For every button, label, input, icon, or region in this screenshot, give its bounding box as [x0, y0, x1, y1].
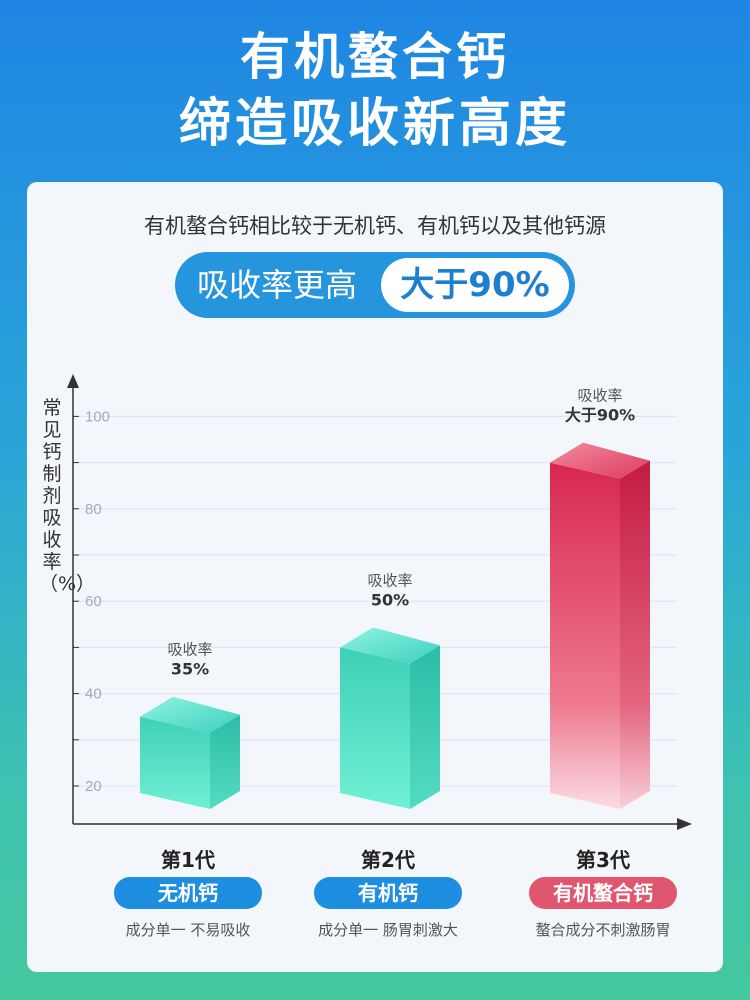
bar-side-face [410, 645, 440, 809]
y-axis-label: 常见钙制剂吸收率（%） [39, 397, 96, 595]
pill-value: 大于90% [381, 258, 569, 312]
data-label-value: 50% [371, 590, 409, 609]
y-axis-arrow [67, 374, 79, 388]
generation-badge: 有机螯合钙 [529, 877, 677, 909]
bar-top-face [140, 696, 240, 733]
data-label-value: 大于90% [565, 406, 635, 425]
y-tick-label: 20 [85, 778, 102, 795]
bars [140, 442, 650, 809]
bar-1 [140, 696, 240, 809]
generation-1: 第1代 无机钙 成分单一 不易吸收 [108, 846, 268, 940]
y-tick-label: 80 [85, 501, 102, 518]
y-tick-label: 100 [85, 408, 110, 425]
bar-3 [550, 442, 650, 809]
x-axis-arrow [677, 818, 692, 830]
generation-desc: 成分单一 肠胃刺激大 [318, 921, 458, 939]
y-ticks: 20 40 60 80 100 [73, 408, 110, 795]
y-tick-label: 60 [85, 593, 102, 610]
data-label-caption: 吸收率 [577, 387, 622, 405]
y-tick-label: 40 [85, 686, 102, 703]
bar-front-face [340, 647, 410, 809]
generation-title: 第2代 [361, 848, 415, 872]
generation-desc: 成分单一 不易吸收 [125, 921, 251, 939]
bar-front-face [550, 462, 620, 809]
generation-3: 第3代 有机螯合钙 螯合成分不刺激肠胃 [523, 846, 683, 940]
data-label-caption: 吸收率 [167, 641, 212, 659]
bar-side-face [620, 460, 650, 809]
data-label-caption: 吸收率 [367, 571, 412, 589]
bar-top-face [340, 627, 440, 664]
generation-desc: 螯合成分不刺激肠胃 [535, 921, 671, 939]
generation-title: 第3代 [576, 848, 630, 872]
data-label-value: 35% [171, 660, 209, 679]
bar-side-face [210, 714, 240, 809]
bar-2 [340, 627, 440, 809]
absorption-pill: 吸收率更高 大于90% [175, 252, 575, 318]
hero-title-line1: 有机螯合钙 [240, 28, 510, 86]
card-subtitle: 有机螯合钙相比较于无机钙、有机钙以及其他钙源 [144, 214, 606, 238]
generation-title: 第1代 [161, 848, 215, 872]
hero-title: 有机螯合钙 缔造吸收新高度 [0, 24, 750, 158]
bar-top-face [550, 442, 650, 479]
generation-badge: 无机钙 [114, 877, 262, 909]
chart-card: 有机螯合钙相比较于无机钙、有机钙以及其他钙源 吸收率更高 大于90% 常见钙制剂… [27, 182, 723, 972]
generation-2: 第2代 有机钙 成分单一 肠胃刺激大 [308, 846, 468, 940]
hero-title-line2: 缔造吸收新高度 [178, 94, 571, 154]
bar-front-face [140, 716, 210, 809]
generation-badge: 有机钙 [314, 877, 462, 909]
pill-label: 吸收率更高 [197, 266, 358, 304]
